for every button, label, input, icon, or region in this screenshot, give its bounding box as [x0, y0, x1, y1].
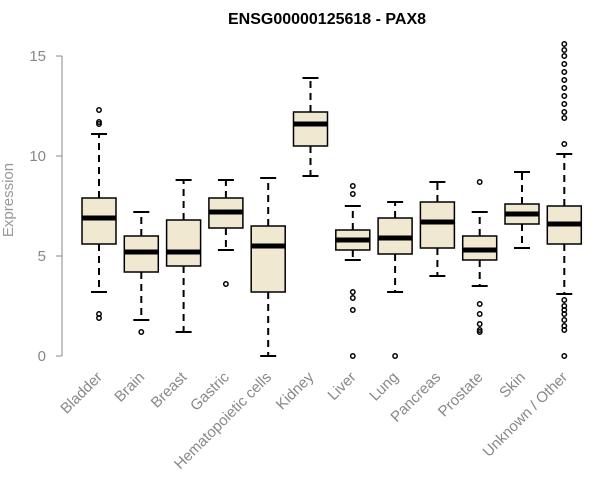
- outlier-point: [349, 183, 356, 189]
- outlier-point: [392, 353, 399, 359]
- box-kidney: [292, 77, 329, 177]
- x-tick-label: Skin: [496, 369, 529, 402]
- y-tick-label: 10: [29, 148, 46, 165]
- y-tick-label: 0: [38, 348, 46, 365]
- outlier-point: [561, 297, 568, 303]
- outlier-point: [561, 317, 568, 323]
- outlier-point: [561, 61, 568, 67]
- box-lung: [377, 201, 413, 359]
- outlier-point: [96, 119, 102, 125]
- x-tick-label: Breast: [148, 368, 191, 411]
- outlier-point: [96, 311, 102, 317]
- outlier-point: [561, 53, 568, 59]
- outlier-point: [476, 327, 483, 333]
- iqr-box: [165, 219, 202, 267]
- outlier-point: [138, 329, 145, 335]
- box-prostate: [461, 179, 498, 335]
- y-tick-label: 15: [29, 48, 46, 65]
- iqr-box: [81, 197, 117, 245]
- outlier-point: [561, 41, 568, 47]
- outlier-point: [561, 303, 568, 309]
- outlier-point: [561, 77, 568, 83]
- outlier-point: [561, 85, 568, 91]
- outlier-point: [349, 307, 356, 313]
- outlier-point: [476, 179, 483, 185]
- x-tick-label: Prostate: [435, 369, 487, 421]
- box-gastric: [208, 179, 244, 287]
- outlier-point: [561, 69, 568, 75]
- boxes-group: [81, 41, 583, 359]
- y-tick-label: 5: [38, 248, 46, 265]
- iqr-box: [250, 225, 286, 293]
- chart-title: ENSG00000125618 - PAX8: [228, 11, 426, 28]
- box-bladder: [81, 107, 117, 321]
- outlier-point: [96, 121, 102, 127]
- outlier-point: [476, 311, 483, 317]
- iqr-box: [419, 201, 456, 249]
- outlier-point: [96, 107, 102, 113]
- outlier-point: [561, 141, 568, 147]
- outlier-point: [561, 101, 568, 107]
- box-brain: [123, 211, 160, 335]
- outlier-point: [561, 353, 568, 359]
- x-tick-label: Kidney: [273, 368, 318, 413]
- box-liver: [335, 183, 371, 359]
- y-axis-label: Expression: [0, 163, 17, 237]
- outlier-point: [349, 289, 356, 295]
- outlier-point: [476, 301, 483, 307]
- outlier-point: [349, 353, 356, 359]
- outlier-point: [349, 191, 356, 197]
- outlier-point: [561, 115, 568, 121]
- outlier-point: [561, 93, 568, 99]
- box-hematopoietic-cells: [250, 177, 286, 357]
- x-tick-label: Bladder: [57, 369, 106, 418]
- iqr-box: [292, 111, 329, 147]
- outlier-point: [349, 295, 356, 301]
- x-tick-label: Lung: [366, 369, 402, 405]
- outlier-point: [476, 329, 483, 335]
- outlier-point: [476, 321, 483, 327]
- x-tick-label: Liver: [325, 369, 360, 404]
- box-pancreas: [419, 181, 456, 277]
- y-axis: 0 5 10 15: [29, 48, 63, 365]
- outlier-point: [561, 109, 568, 115]
- box-skin: [504, 171, 540, 249]
- box-unknown-other: [546, 41, 583, 359]
- outlier-point: [561, 47, 568, 53]
- outlier-point: [222, 281, 229, 287]
- x-tick-label: Brain: [111, 369, 148, 406]
- box-breast: [165, 179, 202, 333]
- outlier-point: [561, 323, 568, 329]
